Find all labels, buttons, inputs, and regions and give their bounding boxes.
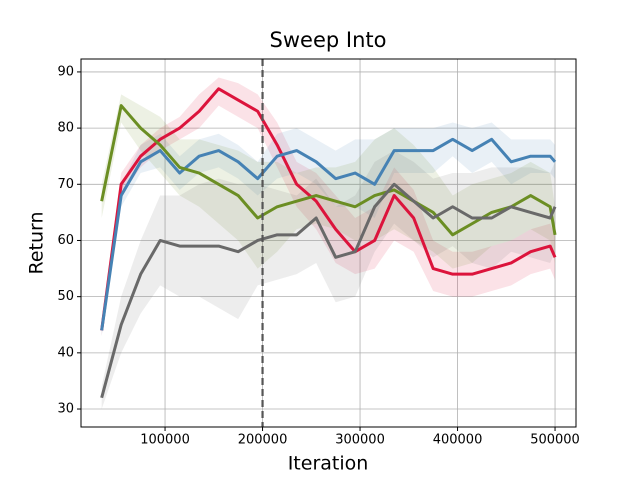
line — [100, 87, 557, 331]
y-tick-label: 30 — [57, 402, 74, 417]
band — [101, 94, 556, 269]
band — [101, 122, 556, 336]
x-tick-label: 200000 — [238, 433, 288, 448]
line — [100, 137, 557, 331]
y-tick-label: 80 — [57, 121, 74, 136]
y-tick-label: 70 — [57, 177, 74, 192]
line — [100, 104, 557, 237]
chart-title: Sweep Into — [270, 28, 387, 52]
y-tick-label: 40 — [57, 345, 74, 360]
x-tick-label: 100000 — [140, 433, 190, 448]
band — [101, 150, 556, 410]
y-axis-label: Return — [26, 211, 48, 274]
y-tick-label: 60 — [57, 233, 74, 248]
line — [100, 182, 557, 399]
x-tick-label: 400000 — [433, 433, 483, 448]
y-tick-label: 90 — [57, 64, 74, 79]
x-tick-label: 300000 — [335, 433, 385, 448]
plot-frame — [80, 58, 577, 428]
y-tick-label: 50 — [57, 289, 74, 304]
x-tick-label: 500000 — [530, 433, 580, 448]
x-axis-label: Iteration — [288, 453, 369, 475]
